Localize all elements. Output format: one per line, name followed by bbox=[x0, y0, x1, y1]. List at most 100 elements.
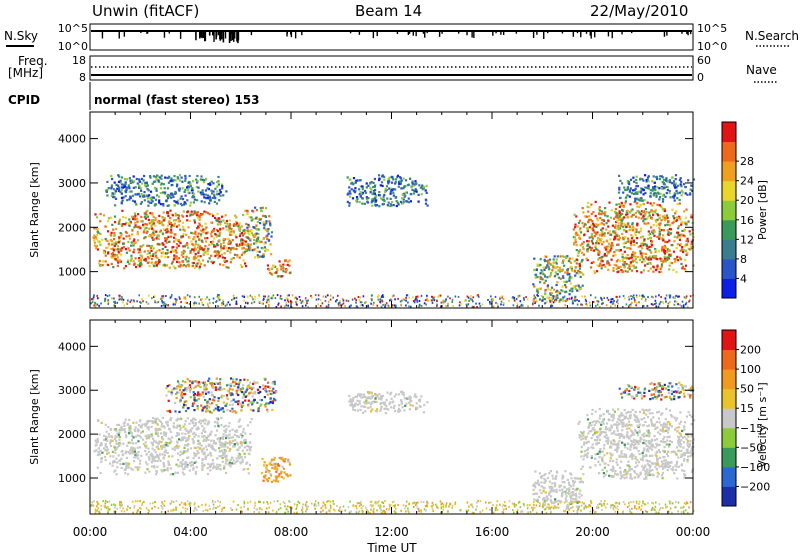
noise-tick-right-low: 10^0 bbox=[697, 40, 727, 53]
colorbar-tick-1: 100 bbox=[740, 363, 761, 376]
colorbar-tick-3: 15 bbox=[740, 402, 754, 415]
y-tick-label-2: 3000 bbox=[58, 384, 86, 397]
colorbar-tick-6: −100 bbox=[740, 461, 770, 474]
noise-tick-left-low: 10^0 bbox=[58, 40, 88, 53]
colorbar-segment-1 bbox=[722, 258, 736, 279]
velocity-ylabel: Slant Range [km] bbox=[28, 369, 41, 465]
colorbar-segment-6 bbox=[722, 161, 736, 182]
colorbar-tick-4: −15 bbox=[740, 422, 763, 435]
power-colorbar: 4 8 12 16 20 24 28 bbox=[721, 121, 754, 299]
colorbar-segment-5 bbox=[722, 388, 736, 409]
y-tick-label-0: 1000 bbox=[58, 266, 86, 279]
scatter-region-7 bbox=[617, 174, 696, 203]
date-title: 22/May/2010 bbox=[590, 2, 688, 20]
colorbar-segment-2 bbox=[722, 239, 736, 260]
scatter-region-0 bbox=[93, 416, 253, 476]
near-range-stripe bbox=[90, 294, 694, 308]
power-axes: 1000 2000 3000 4000 bbox=[58, 112, 694, 308]
power-ylabel: Slant Range [km] bbox=[28, 162, 41, 258]
scatter-region-4 bbox=[346, 174, 429, 208]
colorbar-segment-3 bbox=[722, 219, 736, 240]
scatter-region-5 bbox=[577, 407, 696, 480]
colorbar-tick-0: 200 bbox=[740, 344, 761, 357]
freq-label-line1: Freq. bbox=[18, 54, 48, 68]
colorbar-segment-4 bbox=[722, 200, 736, 221]
beam-title: Beam 14 bbox=[355, 2, 422, 20]
colorbar-tick-6: 28 bbox=[740, 155, 754, 168]
noise-tick-left-high: 10^5 bbox=[58, 22, 88, 35]
colorbar-segment-3 bbox=[722, 427, 736, 448]
y-tick-label-3: 4000 bbox=[58, 133, 86, 146]
velocity-axes: 1000 2000 3000 4000 bbox=[58, 320, 694, 514]
nsearch-label: N.Search bbox=[745, 29, 799, 43]
scatter-region-3 bbox=[348, 390, 429, 415]
near-range-stripe bbox=[90, 500, 695, 514]
colorbar-tick-2: 12 bbox=[740, 233, 754, 246]
scatter-region-2 bbox=[246, 206, 274, 259]
nave-tick-low: 0 bbox=[697, 71, 704, 84]
freq-label-line2: [MHz] bbox=[8, 66, 43, 80]
colorbar-tick-1: 8 bbox=[740, 253, 747, 266]
y-tick-label-1: 2000 bbox=[58, 428, 86, 441]
scatter-region-2 bbox=[260, 456, 292, 483]
colorbar-tick-4: 20 bbox=[740, 194, 754, 207]
scatter-region-0 bbox=[92, 209, 252, 270]
colorbar-segment-0 bbox=[722, 278, 736, 299]
colorbar-segment-6 bbox=[722, 369, 736, 390]
colorbar-tick-5: −50 bbox=[740, 441, 763, 454]
nsky-label: N.Sky bbox=[4, 29, 38, 43]
scatter-region-4 bbox=[532, 470, 585, 511]
y-tick-label-1: 2000 bbox=[58, 221, 86, 234]
velocity-colorbar-label: Velocity [m s⁻¹] bbox=[756, 382, 769, 467]
x-tick-label-0: 00:00 bbox=[73, 525, 108, 539]
x-tick-label-3: 12:00 bbox=[374, 525, 409, 539]
scatter-region-1 bbox=[105, 174, 228, 207]
x-tick-label-1: 04:00 bbox=[173, 525, 208, 539]
xlabel: Time UT bbox=[366, 541, 417, 554]
cpid-text: normal (fast stereo) 153 bbox=[94, 93, 260, 107]
scatter-region-6 bbox=[572, 200, 695, 274]
colorbar-segment-4 bbox=[722, 408, 736, 429]
power-colorbar-label: Power [dB] bbox=[756, 180, 769, 240]
colorbar-tick-3: 16 bbox=[740, 214, 754, 227]
y-tick-label-3: 4000 bbox=[58, 340, 86, 353]
freq-tick-high: 18 bbox=[72, 54, 86, 67]
colorbar-segment-7 bbox=[722, 349, 736, 370]
scatter-region-5 bbox=[532, 254, 585, 305]
nave-tick-high: 60 bbox=[697, 54, 711, 67]
freq-tick-low: 8 bbox=[79, 71, 86, 84]
colorbar-segment-8 bbox=[722, 122, 736, 143]
time-axis: 00:00 04:00 08:00 12:00 16:00 20:00 00:00 bbox=[73, 525, 711, 539]
velocity-data-layer bbox=[90, 377, 696, 514]
freq-panel-frame bbox=[89, 55, 694, 81]
colorbar-tick-2: 50 bbox=[740, 383, 754, 396]
colorbar-segment-5 bbox=[722, 180, 736, 201]
colorbar-segment-1 bbox=[722, 466, 736, 487]
colorbar-tick-5: 24 bbox=[740, 175, 754, 188]
scatter-region-3 bbox=[266, 259, 292, 278]
velocity-panel-frame bbox=[89, 319, 694, 515]
power-data-layer bbox=[90, 174, 696, 308]
scatter-region-6 bbox=[618, 381, 695, 401]
noise-trace bbox=[91, 30, 692, 44]
noise-tick-right-high: 10^5 bbox=[697, 22, 727, 35]
colorbar-segment-8 bbox=[722, 330, 736, 351]
x-tick-label-6: 00:00 bbox=[676, 525, 711, 539]
x-tick-label-5: 20:00 bbox=[575, 525, 610, 539]
x-tick-label-2: 08:00 bbox=[274, 525, 309, 539]
colorbar-tick-7: −200 bbox=[740, 480, 770, 493]
colorbar-segment-2 bbox=[722, 447, 736, 468]
station-title: Unwin (fitACF) bbox=[92, 2, 199, 20]
scatter-region-1 bbox=[165, 377, 278, 414]
nave-label: Nave bbox=[746, 63, 777, 77]
y-tick-label-0: 1000 bbox=[58, 472, 86, 485]
colorbar-segment-0 bbox=[722, 486, 736, 507]
velocity-colorbar: 200 100 50 15 −15 −50 −100 −200 bbox=[721, 329, 770, 507]
colorbar-tick-0: 4 bbox=[740, 272, 747, 285]
colorbar-segment-7 bbox=[722, 141, 736, 162]
power-panel-frame bbox=[89, 111, 694, 309]
noise-panel-frame bbox=[89, 23, 694, 51]
x-tick-label-4: 16:00 bbox=[475, 525, 510, 539]
y-tick-label-2: 3000 bbox=[58, 177, 86, 190]
